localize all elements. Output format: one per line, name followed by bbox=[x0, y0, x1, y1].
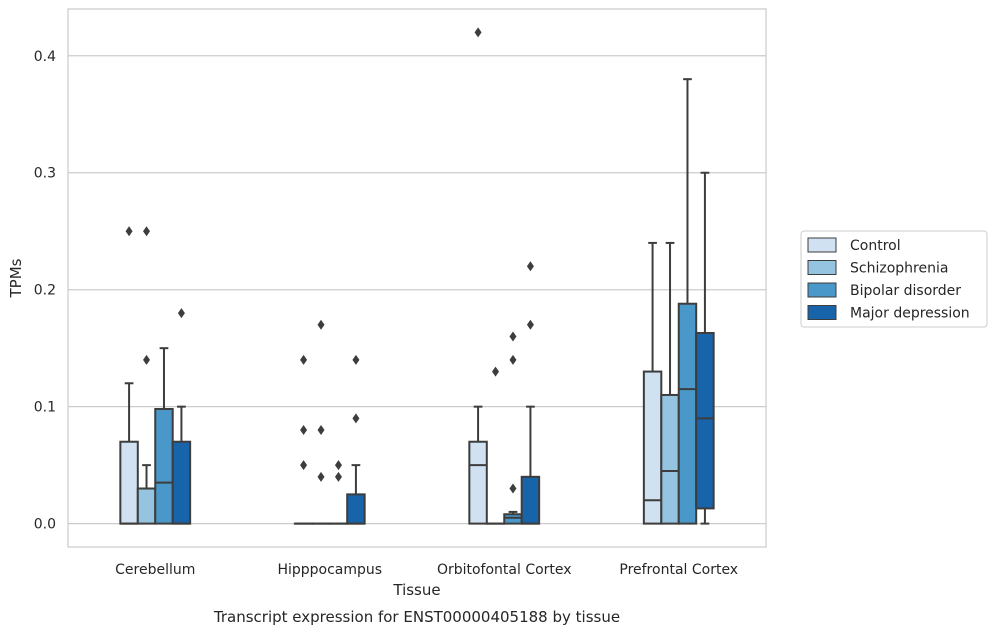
outlier-point bbox=[509, 483, 517, 494]
outlier-point bbox=[317, 319, 325, 330]
box-control bbox=[642, 241, 663, 525]
box-body bbox=[468, 440, 488, 525]
outlier-point bbox=[352, 354, 360, 365]
box-body bbox=[677, 302, 698, 525]
outlier-point bbox=[492, 366, 500, 377]
y-tick-label: 0.2 bbox=[34, 283, 56, 299]
box-major-depression bbox=[171, 308, 192, 525]
legend-swatch bbox=[807, 282, 837, 298]
x-tick-label: Orbitofontal Cortex bbox=[437, 562, 572, 578]
box-bipolar-disorder bbox=[677, 78, 698, 525]
outlier-point bbox=[143, 226, 151, 237]
box-control bbox=[468, 27, 488, 525]
outlier-point bbox=[317, 471, 325, 482]
outlier-point bbox=[334, 471, 342, 482]
y-axis-ticks: 0.0 0.1 0.2 0.3 0.4 bbox=[34, 49, 56, 533]
y-tick-label: 0.1 bbox=[34, 400, 56, 416]
y-tick-label: 0.3 bbox=[34, 166, 56, 182]
box-bipolar-disorder bbox=[154, 347, 174, 525]
outlier-point bbox=[509, 354, 517, 365]
box-body bbox=[503, 513, 523, 525]
legend-label: Schizophrenia bbox=[850, 261, 948, 277]
box-groups bbox=[119, 27, 715, 525]
x-axis-ticks: Cerebellum Hipppocampus Orbitofontal Corte… bbox=[115, 562, 738, 578]
outlier-point bbox=[509, 331, 517, 342]
legend-label: Control bbox=[850, 238, 901, 254]
box-major-depression bbox=[346, 354, 366, 525]
legend-swatch bbox=[807, 237, 837, 253]
box-body bbox=[154, 407, 174, 525]
outlier-point bbox=[300, 354, 308, 365]
y-tick-label: 0.4 bbox=[34, 49, 56, 65]
x-axis-title: Tissue bbox=[392, 581, 440, 599]
legend: Control Schizophrenia Bipolar disorder Majo… bbox=[800, 230, 988, 328]
legend-frame bbox=[800, 230, 988, 328]
x-tick-label: Prefrontal Cortex bbox=[619, 562, 738, 578]
box-body bbox=[695, 331, 715, 510]
box-body bbox=[520, 475, 541, 525]
x-tick-label: Hipppocampus bbox=[277, 562, 382, 578]
outlier-point bbox=[474, 27, 482, 38]
outlier-point bbox=[143, 354, 151, 365]
outlier-point bbox=[300, 425, 308, 436]
y-tick-label: 0.0 bbox=[34, 517, 56, 533]
box-control bbox=[119, 226, 139, 525]
outlier-point bbox=[526, 319, 534, 330]
legend-label: Major depression bbox=[850, 306, 970, 322]
box-major-depression bbox=[520, 261, 541, 525]
plot-frame bbox=[67, 8, 767, 548]
outlier-point bbox=[334, 460, 342, 471]
box-body bbox=[136, 487, 157, 525]
outlier-point bbox=[317, 425, 325, 436]
box-body bbox=[346, 493, 366, 525]
box-major-depression bbox=[695, 171, 715, 525]
box-body bbox=[660, 393, 680, 525]
outlier-point bbox=[526, 261, 534, 272]
box-body bbox=[119, 440, 139, 525]
outlier-point bbox=[125, 226, 133, 237]
x-tick-label: Cerebellum bbox=[115, 562, 195, 578]
legend-swatch bbox=[807, 305, 837, 320]
y-axis-title: TPMs bbox=[7, 258, 25, 298]
outlier-point bbox=[300, 460, 308, 471]
outlier-point bbox=[177, 308, 185, 319]
legend-swatch bbox=[807, 260, 837, 275]
box-schizophrenia bbox=[660, 241, 680, 525]
chart-title: Transcript expression for ENST0000040518… bbox=[213, 608, 620, 626]
box-schizophrenia bbox=[311, 319, 331, 525]
legend-label: Bipolar disorder bbox=[850, 283, 961, 299]
outlier-point bbox=[352, 413, 360, 424]
box-body bbox=[171, 440, 192, 525]
